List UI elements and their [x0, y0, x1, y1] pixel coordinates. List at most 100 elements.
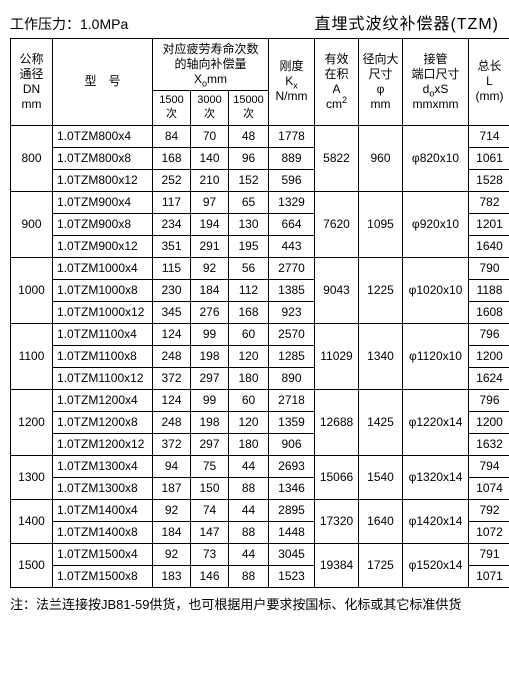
cell-x3000: 291 — [191, 235, 229, 257]
table-header: 公称 通径 DN mm 型 号 对应疲劳寿命次数 的轴向补偿量 Xomm 刚度 … — [11, 39, 509, 126]
cell-x15000: 44 — [229, 543, 269, 565]
cell-k: 1778 — [269, 125, 315, 147]
cell-area: 19384 — [315, 543, 359, 587]
cell-model: 1.0TZM1200x8 — [53, 411, 153, 433]
cell-od: 1225 — [359, 257, 403, 323]
cell-x1500: 84 — [153, 125, 191, 147]
cell-x1500: 248 — [153, 345, 191, 367]
cell-dn: 1200 — [11, 389, 53, 455]
cell-x15000: 96 — [229, 147, 269, 169]
cell-k: 923 — [269, 301, 315, 323]
col-axial-15000: 15000次 — [229, 91, 269, 126]
cell-model: 1.0TZM900x12 — [53, 235, 153, 257]
table-row: 10001.0TZM1000x41159256277090431225φ1020… — [11, 257, 509, 279]
cell-x3000: 70 — [191, 125, 229, 147]
cell-length: 1071 — [469, 565, 509, 587]
table-row: 14001.0TZM1400x49274442895173201640φ1420… — [11, 499, 509, 521]
cell-k: 1523 — [269, 565, 315, 587]
cell-x3000: 97 — [191, 191, 229, 213]
cell-k: 2770 — [269, 257, 315, 279]
table-row: 13001.0TZM1300x49475442693150661540φ1320… — [11, 455, 509, 477]
cell-x1500: 372 — [153, 433, 191, 455]
cell-x1500: 345 — [153, 301, 191, 323]
cell-length: 790 — [469, 257, 509, 279]
cell-x1500: 94 — [153, 455, 191, 477]
cell-pipe: φ920x10 — [403, 191, 469, 257]
cell-length: 1624 — [469, 367, 509, 389]
cell-k: 1346 — [269, 477, 315, 499]
cell-x15000: 195 — [229, 235, 269, 257]
cell-dn: 800 — [11, 125, 53, 191]
cell-x15000: 65 — [229, 191, 269, 213]
table-row: 12001.0TZM1200x412499602718126881425φ122… — [11, 389, 509, 411]
cell-model: 1.0TZM1000x8 — [53, 279, 153, 301]
cell-x15000: 44 — [229, 499, 269, 521]
cell-model: 1.0TZM1500x4 — [53, 543, 153, 565]
cell-length: 792 — [469, 499, 509, 521]
cell-x3000: 297 — [191, 367, 229, 389]
cell-x15000: 88 — [229, 477, 269, 499]
cell-x1500: 372 — [153, 367, 191, 389]
cell-x1500: 351 — [153, 235, 191, 257]
cell-od: 1640 — [359, 499, 403, 543]
cell-area: 15066 — [315, 455, 359, 499]
cell-k: 889 — [269, 147, 315, 169]
cell-k: 596 — [269, 169, 315, 191]
cell-model: 1.0TZM1100x4 — [53, 323, 153, 345]
col-od: 径向大 尺寸 φ mm — [359, 39, 403, 126]
cell-x1500: 124 — [153, 323, 191, 345]
cell-x1500: 252 — [153, 169, 191, 191]
cell-model: 1.0TZM800x12 — [53, 169, 153, 191]
cell-length: 1201 — [469, 213, 509, 235]
cell-x3000: 297 — [191, 433, 229, 455]
cell-model: 1.0TZM1200x12 — [53, 433, 153, 455]
cell-model: 1.0TZM800x8 — [53, 147, 153, 169]
cell-x3000: 276 — [191, 301, 229, 323]
cell-area: 7620 — [315, 191, 359, 257]
cell-pipe: φ1220x14 — [403, 389, 469, 455]
cell-k: 2570 — [269, 323, 315, 345]
cell-x15000: 180 — [229, 433, 269, 455]
cell-length: 1061 — [469, 147, 509, 169]
cell-model: 1.0TZM1100x12 — [53, 367, 153, 389]
cell-x15000: 44 — [229, 455, 269, 477]
cell-k: 3045 — [269, 543, 315, 565]
cell-k: 1329 — [269, 191, 315, 213]
cell-od: 1725 — [359, 543, 403, 587]
cell-dn: 900 — [11, 191, 53, 257]
cell-pipe: φ1520x14 — [403, 543, 469, 587]
col-model: 型 号 — [53, 39, 153, 126]
cell-od: 1540 — [359, 455, 403, 499]
cell-x3000: 99 — [191, 323, 229, 345]
cell-length: 1640 — [469, 235, 509, 257]
table-row: 15001.0TZM1500x49273443045193841725φ1520… — [11, 543, 509, 565]
cell-x15000: 60 — [229, 389, 269, 411]
table-row: 9001.0TZM900x41179765132976201095φ920x10… — [11, 191, 509, 213]
cell-x3000: 92 — [191, 257, 229, 279]
cell-od: 1425 — [359, 389, 403, 455]
cell-dn: 1500 — [11, 543, 53, 587]
cell-x3000: 99 — [191, 389, 229, 411]
cell-x15000: 120 — [229, 411, 269, 433]
cell-area: 9043 — [315, 257, 359, 323]
cell-k: 890 — [269, 367, 315, 389]
cell-x15000: 152 — [229, 169, 269, 191]
cell-model: 1.0TZM1000x12 — [53, 301, 153, 323]
col-pipe: 接管 端口尺寸 doxS mmxmm — [403, 39, 469, 126]
cell-x1500: 92 — [153, 543, 191, 565]
cell-k: 664 — [269, 213, 315, 235]
cell-x1500: 234 — [153, 213, 191, 235]
cell-x3000: 73 — [191, 543, 229, 565]
cell-length: 791 — [469, 543, 509, 565]
cell-x3000: 198 — [191, 345, 229, 367]
col-axial-1500: 1500次 — [153, 91, 191, 126]
spec-table: 公称 通径 DN mm 型 号 对应疲劳寿命次数 的轴向补偿量 Xomm 刚度 … — [10, 38, 509, 588]
cell-pipe: φ1320x14 — [403, 455, 469, 499]
cell-model: 1.0TZM900x4 — [53, 191, 153, 213]
cell-dn: 1000 — [11, 257, 53, 323]
cell-k: 2718 — [269, 389, 315, 411]
col-dn: 公称 通径 DN mm — [11, 39, 53, 126]
cell-x3000: 140 — [191, 147, 229, 169]
cell-x15000: 88 — [229, 565, 269, 587]
cell-od: 1095 — [359, 191, 403, 257]
